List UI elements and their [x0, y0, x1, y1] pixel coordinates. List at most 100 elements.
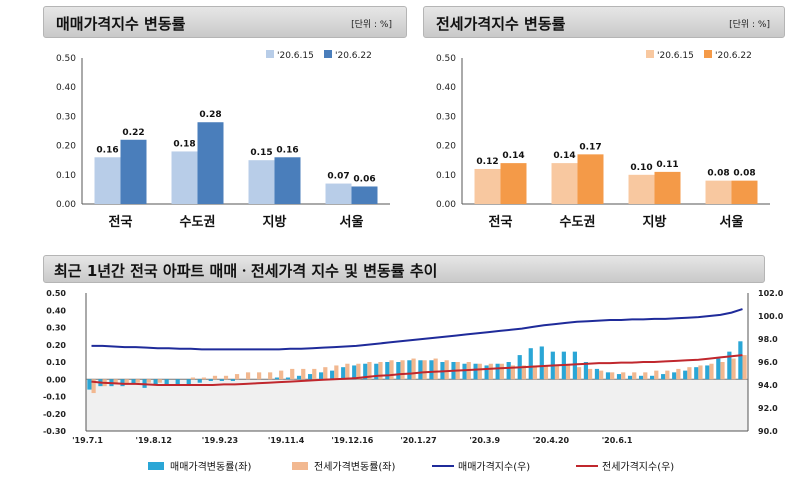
sale-data-label: 0.06	[353, 174, 375, 184]
jeonse-bar-prev	[628, 174, 655, 204]
trend-right-tick-label: 98.0	[758, 335, 778, 344]
trend-sale-rate-bar	[506, 362, 511, 380]
trend-x-tick-label: '19.7.1	[72, 436, 103, 445]
trend-jeonse-rate-bar	[543, 365, 549, 380]
sale-bar-curr	[351, 186, 378, 204]
trend-jeonse-rate-bar	[257, 372, 262, 380]
trend-left-tick-label: 0.40	[46, 306, 66, 315]
trend-sale-rate-bar	[153, 379, 158, 385]
trend-sale-rate-bar	[285, 377, 291, 380]
trend-right-tick-label: 102.0	[758, 289, 784, 298]
trend-sale-rate-bar	[694, 367, 699, 380]
trend-sale-rate-bar	[341, 367, 346, 380]
trend-x-tick-label: '19.11.4	[268, 436, 305, 445]
jeonse-bar-prev	[705, 180, 732, 204]
trend-jeonse-rate-bar	[654, 370, 659, 380]
trend-sale-rate-bar	[164, 379, 169, 385]
jeonse-data-label: 0.08	[733, 169, 755, 179]
trend-jeonse-rate-bar	[334, 365, 339, 380]
trend-sale-rate-bar	[319, 372, 324, 380]
jeonse-rate-bar-chart: 0.00 0.10 0.20 0.30 0.40 0.50 0.12 0.14 전국 0.14 0.…	[436, 50, 770, 230]
trend-jeonse-rate-bar	[279, 370, 284, 380]
trend-jeonse-rate-bar	[234, 374, 240, 380]
trend-jeonse-rate-bar	[554, 365, 560, 380]
trend-x-tick-label: '20.4.20	[533, 436, 570, 445]
trend-jeonse-rate-bar	[312, 368, 317, 380]
sale-legend-swatch	[324, 50, 332, 58]
trend-sale-rate-bar	[683, 370, 688, 380]
trend-jeonse-rate-bar	[488, 363, 493, 380]
trend-legend-label: 전세가격지수(우)	[602, 460, 674, 473]
trend-jeonse-rate-bar	[389, 360, 394, 380]
trend-legend-swatch	[292, 462, 308, 470]
trend-sale-rate-bar	[274, 377, 280, 380]
jeonse-data-label: 0.14	[553, 151, 575, 161]
jeonse-y-tick-label: 0.20	[436, 142, 456, 152]
trend-jeonse-index-line	[91, 354, 743, 386]
trend-jeonse-rate-bar	[444, 360, 449, 380]
jeonse-data-label: 0.17	[579, 142, 601, 152]
jeonse-bar-curr	[577, 154, 604, 204]
jeonse-bar-curr	[500, 163, 527, 204]
trend-sale-rate-bar	[429, 360, 434, 380]
sale-legend-swatch	[266, 50, 274, 58]
jeonse-data-label: 0.12	[476, 157, 498, 167]
trend-jeonse-rate-bar	[367, 362, 372, 380]
trend-jeonse-rate-bar	[599, 370, 604, 380]
jeonse-bar-prev	[474, 168, 501, 204]
trend-chart-title: 최근 1년간 전국 아파트 매매ㆍ전세가격 지수 및 변동률 추이	[54, 262, 438, 280]
trend-sale-rate-bar	[197, 379, 202, 383]
trend-jeonse-rate-bar	[91, 379, 96, 394]
sale-category-label: 수도권	[180, 215, 216, 230]
trend-jeonse-rate-bar	[378, 362, 383, 380]
sale-legend-label: '20.6.15	[277, 51, 314, 61]
trend-x-tick-label: '20.6.1	[602, 436, 633, 445]
trend-jeonse-rate-bar	[532, 365, 538, 380]
sale-bar-prev	[325, 183, 352, 204]
trend-sale-rate-bar	[616, 374, 622, 380]
jeonse-bar-prev	[551, 163, 578, 204]
trend-left-tick-label: 0.30	[46, 324, 66, 333]
sale-category-label: 전국	[109, 214, 133, 230]
trend-sale-rate-bar	[484, 365, 489, 380]
trend-jeonse-rate-bar	[477, 363, 482, 380]
trend-sale-rate-bar	[186, 379, 191, 385]
jeonse-y-tick-label: 0.40	[436, 83, 456, 93]
trend-jeonse-rate-bar	[113, 379, 118, 385]
trend-right-tick-label: 90.0	[758, 427, 778, 436]
trend-jeonse-rate-bar	[157, 379, 162, 383]
trend-jeonse-rate-bar	[323, 367, 328, 380]
jeonse-y-tick-label: 0.00	[436, 200, 456, 210]
trend-jeonse-rate-bar	[731, 358, 736, 380]
sale-data-label: 0.18	[173, 139, 195, 149]
jeonse-y-tick-label: 0.30	[436, 112, 456, 122]
sale-bar-curr	[274, 157, 301, 204]
trend-jeonse-rate-bar	[621, 372, 626, 380]
jeonse-legend-swatch	[704, 50, 712, 58]
trend-x-tick-label: '19.12.16	[331, 436, 373, 445]
trend-jeonse-rate-bar	[665, 370, 670, 380]
trend-sale-rate-bar	[219, 379, 224, 381]
sale-y-tick-label: 0.50	[56, 54, 76, 64]
jeonse-category-label: 지방	[643, 214, 667, 230]
trend-right-tick-label: 92.0	[758, 404, 778, 413]
sale-bar-prev	[171, 151, 198, 204]
sale-chart-unit: [단위 : %]	[351, 20, 392, 30]
jeonse-category-label: 수도권	[560, 215, 596, 230]
trend-sale-rate-bar	[363, 363, 368, 380]
trend-jeonse-rate-bar	[190, 377, 196, 380]
trend-x-tick-label: '19.8.12	[136, 436, 172, 445]
trend-jeonse-rate-bar	[268, 372, 273, 380]
trend-right-tick-label: 96.0	[758, 358, 778, 367]
trend-sale-rate-bar	[672, 372, 677, 380]
trend-legend-label: 전세가격변동률(좌)	[314, 460, 396, 473]
trend-sale-rate-bar	[650, 375, 655, 380]
trend-jeonse-rate-bar	[400, 360, 405, 380]
sale-bar-curr	[120, 139, 147, 204]
sale-data-label: 0.15	[250, 148, 272, 158]
jeonse-chart-unit: [단위 : %]	[729, 20, 770, 30]
trend-sale-rate-bar	[352, 365, 357, 380]
trend-left-tick-label: 0.10	[46, 358, 66, 367]
sale-data-label: 0.22	[122, 128, 144, 138]
trend-sale-rate-bar	[374, 363, 379, 380]
